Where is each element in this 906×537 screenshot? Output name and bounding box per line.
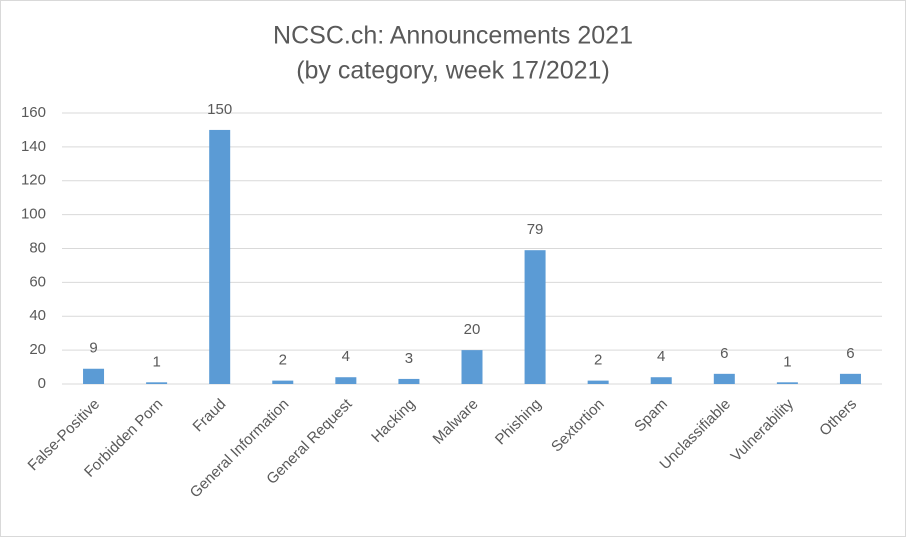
chart-title: NCSC.ch: Announcements 2021 xyxy=(273,22,633,50)
chart-subtitle: (by category, week 17/2021) xyxy=(296,57,610,85)
bar xyxy=(776,382,798,384)
bar xyxy=(524,250,546,384)
data-label: 4 xyxy=(342,348,350,365)
bar xyxy=(209,129,231,384)
data-label: 6 xyxy=(720,345,728,362)
data-label: 9 xyxy=(89,340,97,357)
data-label: 1 xyxy=(783,353,791,370)
y-tick-label: 20 xyxy=(29,341,46,358)
bar xyxy=(461,350,483,384)
bar xyxy=(650,377,672,384)
y-tick-label: 60 xyxy=(29,273,46,290)
y-tick-label: 140 xyxy=(21,138,46,155)
data-label: 79 xyxy=(527,221,544,238)
bar xyxy=(272,380,294,384)
data-label: 2 xyxy=(594,352,602,369)
bar xyxy=(398,378,420,384)
y-tick-label: 120 xyxy=(21,172,46,189)
y-tick-label: 160 xyxy=(21,104,46,121)
bar xyxy=(839,373,861,384)
y-tick-label: 100 xyxy=(21,206,46,223)
y-tick-label: 40 xyxy=(29,307,46,324)
bar xyxy=(587,380,609,384)
data-label: 1 xyxy=(152,353,160,370)
y-tick-label: 0 xyxy=(38,375,46,392)
data-label: 4 xyxy=(657,348,665,365)
bar xyxy=(146,382,168,384)
data-label: 150 xyxy=(207,101,232,118)
bar xyxy=(713,373,735,384)
data-label: 3 xyxy=(405,350,413,367)
data-label: 2 xyxy=(279,352,287,369)
data-label: 6 xyxy=(846,345,854,362)
bar xyxy=(83,368,105,384)
y-tick-label: 80 xyxy=(29,239,46,256)
bar xyxy=(335,377,357,384)
data-label: 20 xyxy=(464,321,481,338)
